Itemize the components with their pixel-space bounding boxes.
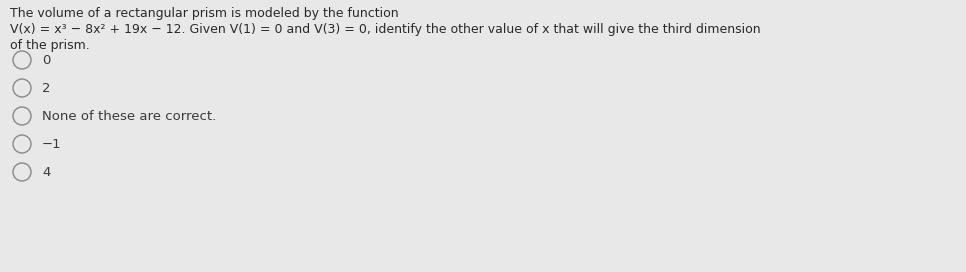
Text: V(x) = x³ − 8x² + 19x − 12. Given V(1) = 0 and V(3) = 0, identify the other valu: V(x) = x³ − 8x² + 19x − 12. Given V(1) =…	[10, 23, 760, 36]
Text: 2: 2	[42, 82, 50, 94]
Text: 4: 4	[42, 165, 50, 178]
Text: 0: 0	[42, 54, 50, 66]
Text: The volume of a rectangular prism is modeled by the function: The volume of a rectangular prism is mod…	[10, 7, 399, 20]
Text: of the prism.: of the prism.	[10, 39, 90, 52]
Text: None of these are correct.: None of these are correct.	[42, 110, 216, 122]
Text: −1: −1	[42, 138, 62, 150]
